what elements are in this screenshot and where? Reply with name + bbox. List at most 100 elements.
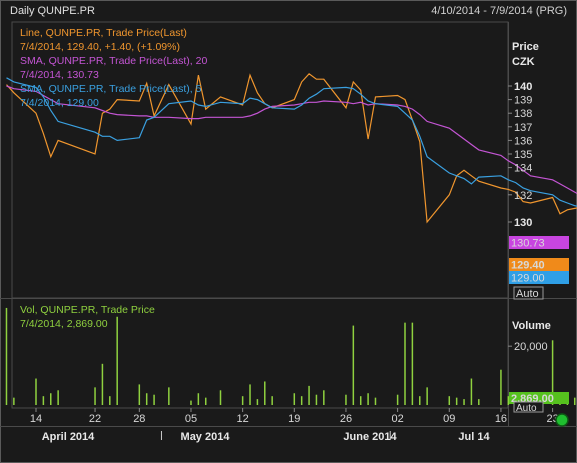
volume-bar [352, 325, 355, 405]
price-value-tags: 130.73 129.40 129.00 [509, 236, 569, 285]
volume-bar [359, 396, 362, 405]
x-tick-label: 12 [237, 413, 249, 425]
price-axis-title: Price [512, 41, 539, 53]
volume-bar [404, 322, 406, 405]
chart-header: Daily QUNPE.PR 4/10/2014 - 7/9/2014 (PRG… [0, 0, 577, 22]
volume-bar [315, 394, 318, 405]
volume-bar [500, 369, 502, 405]
volume-bar [293, 393, 296, 405]
y-tick-label: 135 [514, 149, 532, 161]
volume-bar [57, 390, 59, 405]
legend-line-series: Line, QUNPE.PR, Trade Price(Last) [20, 27, 187, 39]
volume-bar [271, 396, 273, 405]
volume-bar [551, 340, 554, 405]
volume-bar [573, 397, 576, 405]
volume-bar [300, 396, 303, 405]
y-tick-label: 139 [514, 95, 532, 107]
volume-bar [241, 396, 244, 405]
x-tick-label: 26 [340, 413, 352, 425]
price-axis-unit: CZK [512, 56, 535, 68]
volume-legend-value: 7/4/2014, 2,869.00 [20, 318, 108, 330]
legend-sma5-value: 7/4/2014, 129.00 [20, 97, 99, 109]
volume-legend-series: Vol, QUNPE.PR, Trade Price [20, 304, 155, 316]
volume-bar [42, 396, 45, 405]
tag-line-bg [509, 258, 569, 271]
volume-bar [374, 397, 377, 405]
month-label: Jul 14 [458, 431, 490, 443]
volume-bar [455, 397, 458, 405]
y-tick-label: 136 [514, 135, 532, 147]
volume-bar [197, 393, 200, 405]
x-tick-label: 22 [89, 413, 101, 425]
price-auto-button[interactable] [513, 286, 544, 300]
volume-bar [426, 387, 428, 405]
volume-bar [478, 399, 480, 405]
volume-bar [138, 384, 141, 405]
volume-bar [145, 393, 148, 405]
price-legend: Line, QUNPE.PR, Trade Price(Last) 7/4/20… [20, 27, 207, 109]
volume-bar [109, 396, 111, 405]
volume-bar [116, 316, 118, 405]
month-label: April 2014 [42, 431, 95, 443]
legend-line-last: 7/4/2014, 129.40, +1.40, (+1.09%) [20, 41, 180, 53]
tag-sma5: 129.00 [511, 273, 545, 285]
volume-bar [101, 363, 104, 405]
y-tick-label: 137 [514, 122, 532, 134]
volume-bar [411, 322, 414, 405]
volume-bar [367, 393, 369, 405]
legend-sma20-value: 7/4/2014, 130.73 [20, 69, 99, 81]
x-tick-label: 05 [185, 413, 197, 425]
volume-bar [153, 394, 155, 405]
volume-bar [204, 397, 207, 405]
tag-sma20: 130.73 [511, 238, 545, 250]
volume-bar [308, 385, 310, 405]
month-label: May 2014 [181, 431, 231, 443]
volume-tick-label: 20,000 [514, 341, 548, 353]
volume-bar [256, 399, 259, 405]
series-line-1 [6, 85, 577, 195]
volume-bar [264, 381, 266, 405]
volume-bar [345, 394, 347, 405]
x-tick-label: 14 [30, 413, 42, 425]
y-tick-label: 130 [514, 217, 532, 229]
x-tick-label: 02 [391, 413, 403, 425]
volume-auto-button[interactable] [513, 401, 544, 413]
volume-bar [507, 396, 510, 405]
y-tick-label: 134 [514, 163, 532, 175]
x-tick-label: 19 [288, 413, 300, 425]
volume-bar [219, 390, 222, 405]
volume-axis-title: Volume [512, 320, 551, 332]
x-axis: 14222805121926020916233007April 2014May … [30, 408, 559, 443]
series-line-2 [6, 77, 577, 207]
legend-sma5-series: SMA, QUNPE.PR, Trade Price(Last), 5 [20, 83, 202, 95]
volume-bar [35, 378, 37, 405]
status-ok-icon[interactable] [555, 413, 569, 427]
volume-auto-label: Auto [516, 403, 537, 414]
price-lines [6, 72, 577, 224]
y-tick-label: 140 [514, 81, 532, 93]
volume-bar [470, 378, 473, 405]
volume-bar [50, 393, 52, 405]
tag-sma20-bg [509, 236, 569, 249]
volume-bars [5, 307, 576, 405]
volume-bar [419, 396, 421, 405]
volume-bar [463, 399, 465, 405]
volume-bar [168, 387, 170, 405]
volume-bar [396, 394, 399, 405]
series-line-0 [6, 72, 577, 224]
x-tick-label: 09 [443, 413, 455, 425]
volume-bar [190, 400, 192, 405]
volume-bar [323, 390, 325, 405]
volume-y-axis: 20,000 [508, 341, 548, 353]
volume-bar [13, 397, 15, 405]
x-tick-label: 16 [495, 413, 507, 425]
y-tick-label: 132 [514, 190, 532, 202]
volume-bar [249, 384, 251, 405]
legend-line-values: 7/4/2014, 129.40, +1.40, (+1.09%) [20, 41, 180, 53]
legend-sma20-series: SMA, QUNPE.PR, Trade Price(Last), 20 [20, 55, 207, 67]
month-label: June 2014 [343, 431, 397, 443]
volume-bar [448, 396, 451, 405]
chart-title: Daily QUNPE.PR [10, 5, 95, 17]
